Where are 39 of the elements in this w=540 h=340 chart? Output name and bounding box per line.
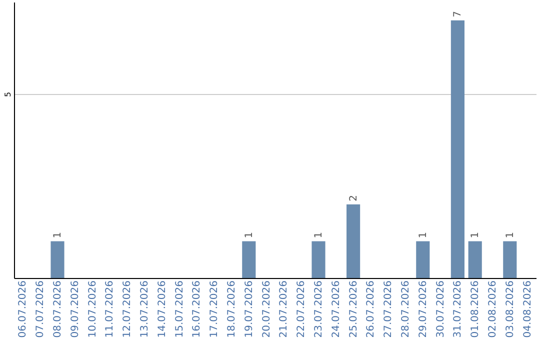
- x-tick-label: 04.08.2026: [522, 280, 534, 338]
- x-tick-label: 21.07.2026: [278, 280, 290, 338]
- x-tick-label: 01.08.2026: [470, 280, 482, 338]
- data-label: 1: [52, 232, 64, 238]
- x-tick-label: 27.07.2026: [383, 280, 394, 338]
- data-label: 7: [452, 11, 464, 18]
- x-tick-label: 15.07.2026: [174, 280, 186, 338]
- data-label: 1: [470, 232, 482, 238]
- x-tick-label: 20.07.2026: [261, 280, 272, 338]
- x-tick-label: 22.07.2026: [296, 280, 308, 338]
- x-tick-label: 29.07.2026: [418, 280, 429, 338]
- x-tick-label: 16.07.2026: [192, 280, 203, 338]
- data-label: 2: [348, 195, 360, 202]
- x-tick-label: 23.07.2026: [314, 280, 324, 338]
- x-tick-label: 14.07.2026: [156, 280, 168, 338]
- x-tick-label: 28.07.2026: [400, 280, 412, 338]
- x-tick-label: 06.07.2026: [18, 280, 29, 338]
- x-tick-label: 17.07.2026: [209, 280, 220, 338]
- x-tick-label: 30.07.2026: [435, 280, 446, 338]
- data-label: 1: [244, 232, 255, 238]
- data-label: 1: [314, 232, 324, 238]
- x-tick-label: 12.07.2026: [122, 280, 134, 338]
- x-tick-label: 09.07.2026: [70, 280, 81, 338]
- x-tick-label: 07.07.2026: [35, 280, 46, 338]
- x-tick-label: 19.07.2026: [244, 280, 255, 338]
- x-tick-label: 26.07.2026: [366, 280, 377, 338]
- x-tick-label: 03.08.2026: [504, 280, 516, 338]
- x-tick-label: 13.07.2026: [140, 280, 150, 338]
- x-tick-label: 18.07.2026: [226, 280, 238, 338]
- x-tick-label: 02.08.2026: [488, 280, 498, 338]
- data-label: 1: [418, 232, 429, 238]
- x-tick-label: 24.07.2026: [330, 280, 342, 338]
- x-tick-label: 31.07.2026: [452, 280, 464, 338]
- x-tick-label: 10.07.2026: [87, 280, 98, 338]
- data-label: 1: [504, 232, 516, 238]
- y-tick-label: 5: [4, 92, 12, 98]
- x-tick-label: 11.07.2026: [104, 280, 116, 338]
- x-tick-label: 08.07.2026: [52, 280, 64, 338]
- x-tick-label: 25.07.2026: [348, 280, 360, 338]
